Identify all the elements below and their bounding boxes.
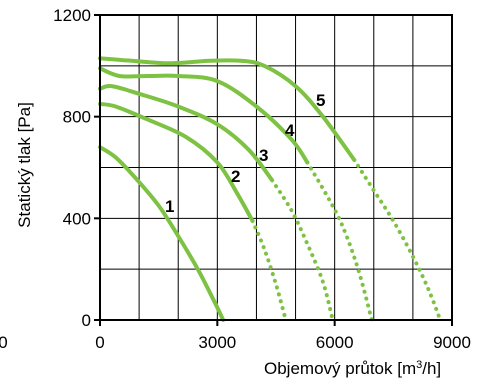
curve-2-solid xyxy=(98,101,255,223)
x-tick-label: 0 xyxy=(95,333,104,352)
curve-4-dotted xyxy=(305,160,374,322)
curve-3-dotted xyxy=(270,178,335,322)
y-tick-label: 0 xyxy=(82,311,91,330)
y-tick-label: 1200 xyxy=(53,6,91,25)
curve-label-5: 5 xyxy=(316,91,325,110)
curve-label-2: 2 xyxy=(231,167,240,186)
y-tick-label: 800 xyxy=(63,108,91,127)
x-axis-label: Objemový průtok [m3/h] xyxy=(264,359,441,378)
curve-5-dotted xyxy=(352,157,443,322)
x-tick-label: 3000 xyxy=(198,333,236,352)
plot-frame xyxy=(99,14,453,321)
tick-labels: 0 3000 6000 9000 0 400 800 1200 xyxy=(53,6,471,352)
x-tick-label: 9000 xyxy=(433,333,471,352)
x-tick-label: 6000 xyxy=(316,333,354,352)
curve-label-3: 3 xyxy=(259,146,268,165)
curve-3-solid xyxy=(98,84,275,183)
curve-1-solid xyxy=(98,145,226,322)
stray-tick-label: 0 xyxy=(0,333,8,352)
curve-label-4: 4 xyxy=(285,121,295,140)
curve-4-solid xyxy=(98,66,310,165)
y-tick-label: 400 xyxy=(63,209,91,228)
curves xyxy=(98,56,443,322)
curve-5-solid xyxy=(98,56,357,162)
grid xyxy=(100,15,452,320)
curve-label-1: 1 xyxy=(165,197,174,216)
curve-2-dotted xyxy=(250,218,288,322)
y-axis-label: Statický tlak [Pa] xyxy=(15,102,34,228)
tick-marks xyxy=(94,14,453,326)
